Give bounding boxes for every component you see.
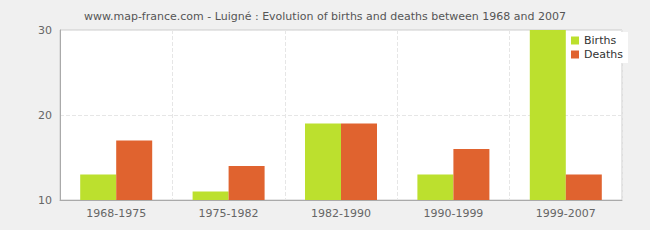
svg-text:Births: Births (584, 34, 616, 47)
svg-text:Deaths: Deaths (584, 48, 623, 61)
svg-text:1975-1982: 1975-1982 (199, 207, 259, 220)
svg-text:www.map-france.com - Luigné :: www.map-france.com - Luigné : Evolution … (84, 10, 566, 23)
svg-text:1999-2007: 1999-2007 (536, 207, 596, 220)
svg-text:1968-1975: 1968-1975 (86, 207, 146, 220)
svg-text:10: 10 (38, 194, 52, 207)
svg-text:30: 30 (38, 24, 52, 37)
svg-text:20: 20 (38, 109, 52, 122)
svg-text:1990-1999: 1990-1999 (423, 207, 483, 220)
svg-text:1982-1990: 1982-1990 (311, 207, 371, 220)
